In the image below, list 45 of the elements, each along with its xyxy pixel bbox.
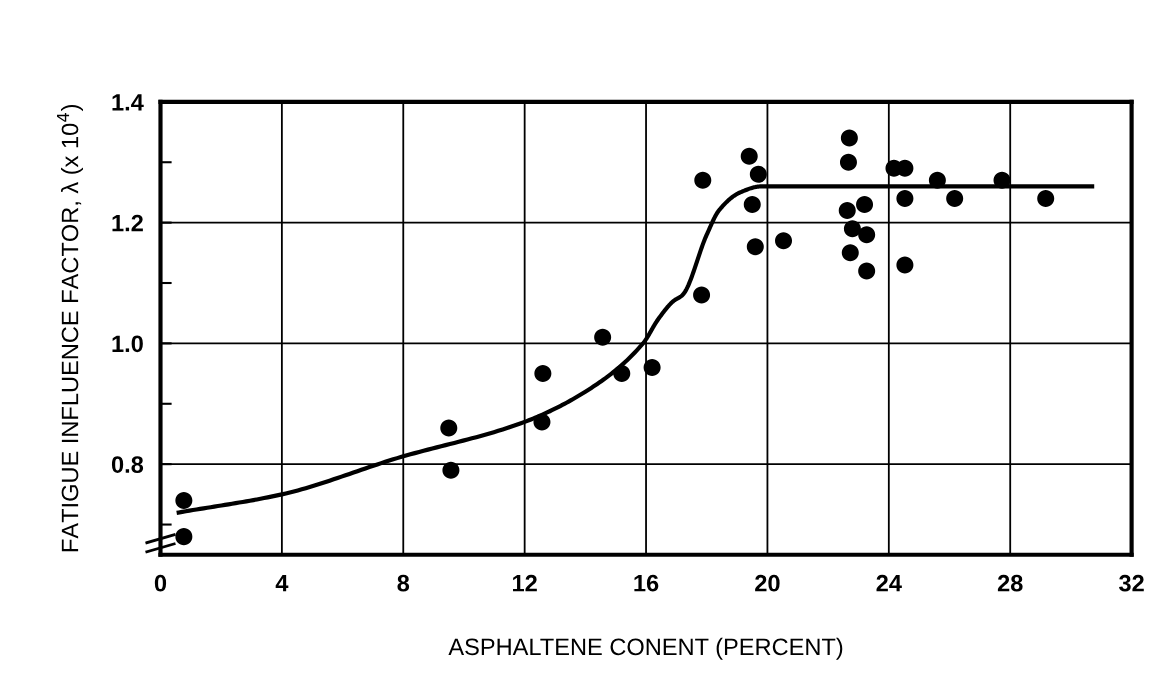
x-tick-label: 16 bbox=[634, 574, 659, 592]
point bbox=[993, 171, 1011, 189]
point bbox=[856, 196, 874, 214]
x-tick-label: 28 bbox=[997, 574, 1023, 592]
point bbox=[533, 413, 551, 431]
point bbox=[534, 365, 552, 383]
x-tick-label: 32 bbox=[1119, 574, 1144, 592]
point bbox=[643, 359, 661, 377]
point bbox=[175, 528, 193, 546]
x-tick-label: 0 bbox=[154, 574, 167, 592]
point bbox=[896, 256, 914, 274]
point bbox=[693, 286, 711, 304]
point bbox=[858, 262, 876, 280]
point bbox=[1037, 189, 1055, 207]
y-axis-title: FATIGUE INFLUENCE FACTOR, λ (x 10$^{4}$) bbox=[57, 105, 83, 552]
y-tick-label: 1.2 bbox=[112, 214, 143, 232]
point bbox=[694, 171, 712, 189]
point bbox=[839, 153, 857, 171]
point bbox=[775, 232, 793, 250]
point bbox=[946, 189, 964, 207]
x-tick-label: 4 bbox=[275, 575, 289, 592]
point bbox=[858, 226, 876, 244]
point bbox=[843, 220, 861, 238]
point bbox=[743, 196, 761, 214]
point bbox=[896, 189, 914, 207]
point bbox=[838, 202, 856, 220]
x-tick-label: 20 bbox=[755, 574, 780, 592]
point bbox=[594, 328, 612, 346]
x-tick-label: 8 bbox=[397, 574, 410, 592]
x-tick-label: 24 bbox=[876, 574, 902, 592]
point bbox=[442, 461, 460, 479]
point bbox=[740, 147, 758, 165]
point bbox=[746, 238, 764, 256]
point bbox=[440, 419, 458, 437]
point bbox=[928, 171, 946, 189]
x-tick-label: 12 bbox=[513, 574, 537, 592]
x-axis-title: ASPHALTENE CONENT (PERCENT) bbox=[448, 637, 843, 660]
y-tick-label: 1.4 bbox=[112, 94, 144, 111]
point bbox=[840, 129, 858, 147]
point bbox=[613, 365, 631, 383]
y-tick-label: 0.8 bbox=[111, 456, 144, 473]
point bbox=[841, 244, 859, 262]
point bbox=[175, 491, 193, 509]
y-tick-label: 1.0 bbox=[112, 335, 143, 353]
point bbox=[749, 165, 767, 183]
